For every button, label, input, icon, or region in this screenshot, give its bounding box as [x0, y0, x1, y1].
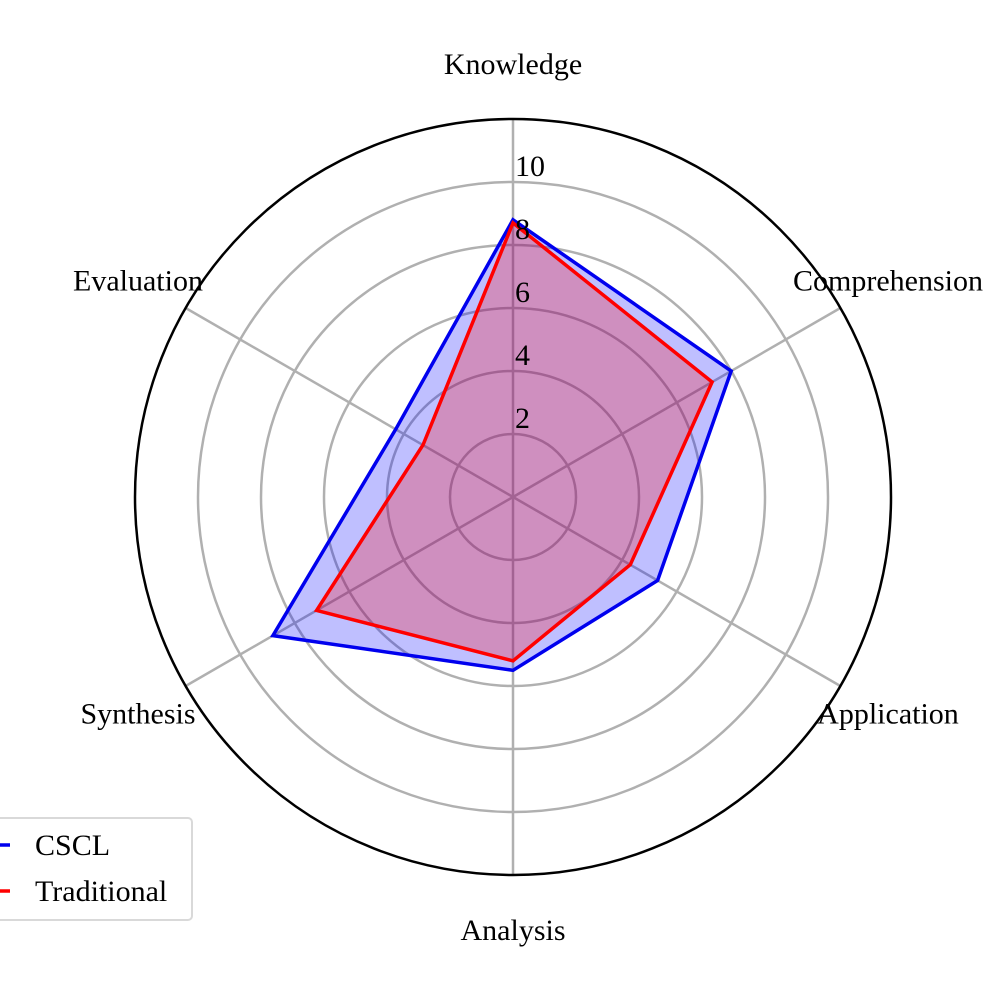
tick-label-8: 8: [515, 213, 530, 246]
tick-label-10: 10: [515, 150, 545, 183]
category-label-analysis: Analysis: [461, 914, 566, 947]
series-fill-cscl: [272, 219, 732, 671]
legend-label-traditional: Traditional: [35, 875, 167, 908]
spoke-synthesis: [185, 495, 514, 688]
category-label-evaluation: Evaluation: [73, 265, 203, 298]
series-line-cscl: [270, 217, 734, 673]
category-label-comprehension: Comprehension: [793, 265, 983, 298]
axis-spokes: [185, 119, 841, 875]
category-label-knowledge: Knowledge: [444, 48, 582, 81]
outer-frame: [133, 117, 893, 877]
spoke-application: [512, 495, 841, 688]
series-fill-traditional: [316, 222, 713, 661]
legend-box: [0, 817, 193, 921]
radial-tick-labels: 2 4 6 8 10: [515, 150, 545, 435]
spoke-comprehension: [512, 306, 841, 499]
category-label-application: Application: [817, 698, 959, 731]
tick-label-4: 4: [515, 339, 530, 372]
tick-label-6: 6: [515, 276, 530, 309]
spoke-evaluation: [185, 306, 514, 499]
series-line-traditional: [313, 220, 715, 663]
legend: CSCL Traditional: [0, 817, 193, 921]
category-label-synthesis: Synthesis: [80, 698, 195, 731]
category-labels: Knowledge Comprehension Application Analysi…: [73, 48, 983, 947]
tick-label-2: 2: [515, 402, 530, 435]
legend-label-cscl: CSCL: [35, 829, 110, 862]
series-layer: [270, 217, 734, 673]
